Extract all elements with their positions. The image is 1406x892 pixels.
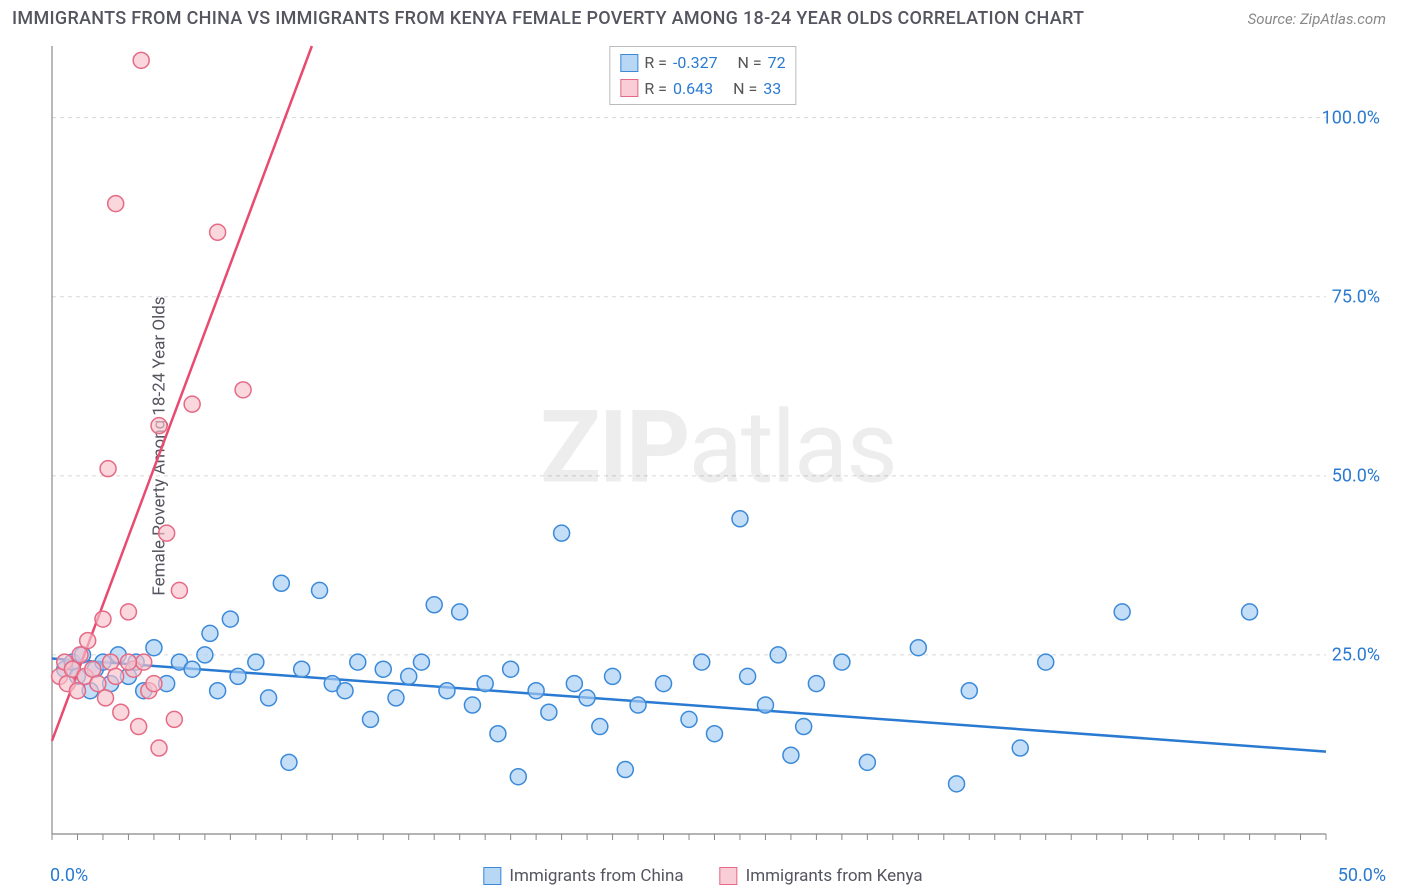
- source-label: Source: ZipAtlas.com: [1248, 10, 1386, 28]
- legend-swatch: [620, 79, 638, 97]
- chart-title: IMMIGRANTS FROM CHINA VS IMMIGRANTS FROM…: [12, 8, 1084, 29]
- legend-stats: R = -0.327 N = 72 R = 0.643 N = 33: [609, 46, 796, 105]
- legend-swatch: [483, 867, 501, 885]
- x-tick-min: 0.0%: [50, 865, 88, 886]
- scatter-chart: [50, 44, 1386, 852]
- legend-series-item: Immigrants from Kenya: [720, 866, 923, 886]
- y-tick-label: 25.0%: [1332, 644, 1380, 665]
- legend-series-item: Immigrants from China: [483, 866, 683, 886]
- legend-stats-row: R = -0.327 N = 72: [620, 50, 785, 76]
- y-tick-label: 100.0%: [1322, 107, 1380, 128]
- plot-area: ZIPatlas: [50, 44, 1386, 852]
- legend-series: Immigrants from China Immigrants from Ken…: [483, 866, 922, 886]
- x-tick-max: 50.0%: [1338, 865, 1386, 886]
- y-tick-label: 75.0%: [1332, 286, 1380, 307]
- legend-swatch: [720, 867, 738, 885]
- title-row: IMMIGRANTS FROM CHINA VS IMMIGRANTS FROM…: [0, 0, 1406, 33]
- legend-swatch: [620, 54, 638, 72]
- y-tick-label: 50.0%: [1332, 465, 1380, 486]
- legend-stats-row: R = 0.643 N = 33: [620, 76, 785, 102]
